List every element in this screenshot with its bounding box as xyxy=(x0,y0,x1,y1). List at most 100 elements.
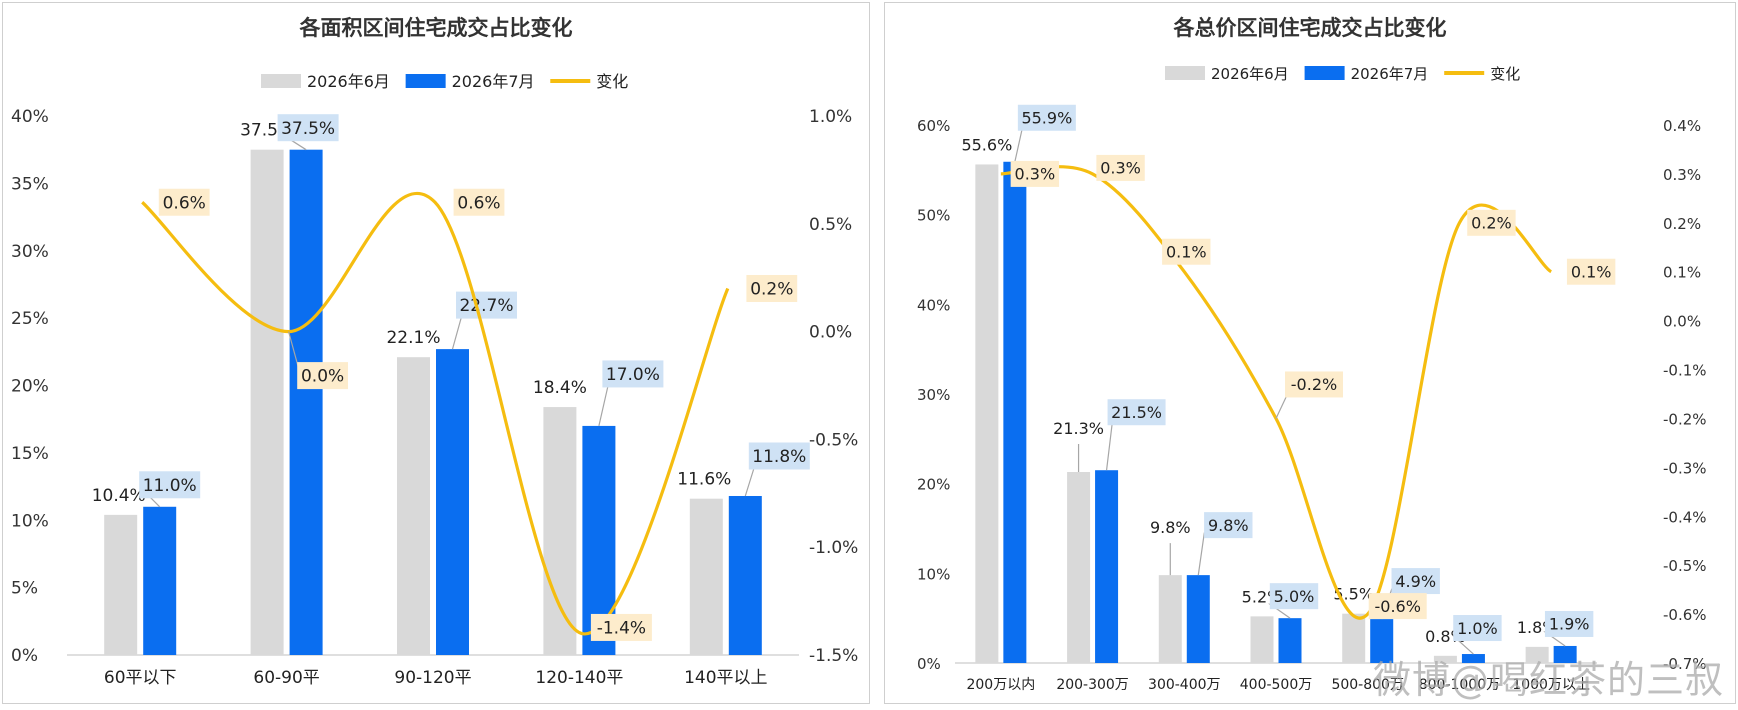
y-tick-label: 20% xyxy=(917,476,950,494)
y-tick-label: 50% xyxy=(917,207,950,225)
y-tick-label: 40% xyxy=(917,296,950,314)
y-tick-label: 15% xyxy=(11,444,49,464)
y2-tick-label: -0.1% xyxy=(1663,362,1707,380)
watermark-text: 微博@喝红茶的三叔 xyxy=(1372,658,1724,702)
change-series-line xyxy=(1000,165,1553,620)
june-data-label: 5.5% xyxy=(1333,585,1374,604)
change-data-label: 0.0% xyxy=(301,367,344,387)
july-leader-line xyxy=(1014,125,1029,162)
bar-july xyxy=(436,349,469,655)
change-data-label: 0.2% xyxy=(1471,214,1512,233)
change-data-label: 0.2% xyxy=(750,280,793,300)
y-tick-label: 30% xyxy=(917,386,950,404)
y-tick-label: 35% xyxy=(11,174,49,194)
x-category-label: 200-300万 xyxy=(1056,677,1129,693)
bar-july xyxy=(1278,618,1302,663)
y2-tick-label: -0.4% xyxy=(1663,508,1707,526)
y2-tick-label: -0.5% xyxy=(1663,557,1707,575)
bar-june xyxy=(250,149,284,655)
june-data-label: 11.6% xyxy=(677,470,731,490)
june-data-label: 55.6% xyxy=(961,135,1012,154)
change-data-label: -0.6% xyxy=(1375,597,1421,616)
change-data-label-bg xyxy=(158,188,210,216)
july-data-label: 17.0% xyxy=(606,365,660,385)
bar-july xyxy=(289,149,323,655)
y2-tick-label: 0.4% xyxy=(1663,117,1701,135)
x-category-label: 1000万以上 xyxy=(1512,677,1590,693)
y-tick-label: 30% xyxy=(11,242,49,262)
bar-june xyxy=(397,357,430,655)
y-tick-label: 25% xyxy=(11,309,49,329)
july-data-label-bg xyxy=(139,471,201,499)
july-leader-line xyxy=(1197,532,1211,576)
bar-july xyxy=(1461,654,1485,663)
y2-tick-label: -1.0% xyxy=(809,538,858,558)
x-category-label: 120-140平 xyxy=(535,668,623,688)
july-data-label-bg xyxy=(1391,568,1440,595)
bar-june xyxy=(1250,616,1274,663)
june-data-label: 10.4% xyxy=(92,486,146,506)
y-tick-label: 10% xyxy=(11,511,49,531)
july-data-label: 55.9% xyxy=(1021,109,1072,128)
change-data-label-bg xyxy=(1285,371,1343,398)
y2-tick-label: -1.5% xyxy=(809,646,858,666)
legend-label-2: 变化 xyxy=(1490,65,1520,83)
chart-title: 各面积区间住宅成交占比变化 xyxy=(299,16,573,40)
y2-tick-label: -0.2% xyxy=(1663,410,1707,428)
change-data-label: 0.3% xyxy=(1015,165,1056,184)
july-data-label: 1.9% xyxy=(1549,615,1590,634)
price-share-chart: 各总价区间住宅成交占比变化 2026年6月 2026年7月 变化 0% 10% 20% 30%… xyxy=(917,16,1707,693)
y2-tick-label: 0.3% xyxy=(1663,166,1701,184)
x-category-label: 200万以内 xyxy=(966,677,1035,693)
july-data-label: 37.5% xyxy=(281,119,335,139)
july-data-label: 11.0% xyxy=(143,476,197,496)
y-tick-label: 0% xyxy=(917,655,941,673)
july-data-label-bg xyxy=(1204,512,1253,539)
change-data-label: -1.4% xyxy=(597,619,646,639)
y2-tick-label: 1.0% xyxy=(809,107,852,127)
bar-july xyxy=(1370,619,1394,663)
bar-june xyxy=(689,498,723,655)
june-data-label: 18.4% xyxy=(533,378,587,398)
x-category-label: 60平以下 xyxy=(104,668,177,688)
bar-june xyxy=(975,164,999,663)
chart-title: 各总价区间住宅成交占比变化 xyxy=(1173,16,1447,40)
july-data-label: 5.0% xyxy=(1274,587,1315,606)
legend-label-0: 2026年6月 xyxy=(1211,65,1289,83)
bar-june xyxy=(1158,575,1182,663)
july-data-label-bg xyxy=(1544,610,1594,637)
y-tick-label: 40% xyxy=(11,107,49,127)
change-data-label: 0.6% xyxy=(457,193,500,213)
july-data-label-bg xyxy=(1453,615,1502,642)
change-data-label-bg xyxy=(1368,593,1427,620)
change-data-label: 0.6% xyxy=(163,193,206,213)
july-data-label-bg xyxy=(602,360,664,388)
legend-swatch-1 xyxy=(405,74,446,88)
change-data-label-bg xyxy=(1162,238,1211,265)
x-category-label: 800-1000万 xyxy=(1419,677,1500,693)
x-category-label: 60-90平 xyxy=(253,668,319,688)
bar-july xyxy=(728,495,762,655)
legend-swatch-0 xyxy=(1165,66,1205,80)
bar-july xyxy=(1186,575,1210,663)
legend-label-2: 变化 xyxy=(596,72,628,91)
change-data-label-bg xyxy=(590,613,652,641)
bar-july xyxy=(143,506,177,655)
july-data-label-bg xyxy=(1269,583,1319,610)
legend-label-0: 2026年6月 xyxy=(307,72,390,91)
bar-june xyxy=(1433,655,1457,663)
y2-tick-label: -0.3% xyxy=(1663,459,1707,477)
y-tick-label: 20% xyxy=(11,377,49,397)
bar-june xyxy=(1342,613,1366,663)
change-data-label-bg xyxy=(297,362,348,390)
change-data-label-bg xyxy=(1096,154,1145,181)
july-data-label: 11.8% xyxy=(752,447,806,467)
change-data-label: 0.1% xyxy=(1571,262,1612,281)
y2-tick-label: 0.0% xyxy=(1663,313,1701,331)
y-tick-label: 5% xyxy=(11,579,38,599)
y-tick-label: 10% xyxy=(917,565,950,583)
y2-tick-label: 0.2% xyxy=(1663,215,1701,233)
change-data-label-bg xyxy=(1010,160,1060,187)
july-data-label: 22.7% xyxy=(459,296,513,316)
x-category-label: 500-800万 xyxy=(1331,677,1404,693)
